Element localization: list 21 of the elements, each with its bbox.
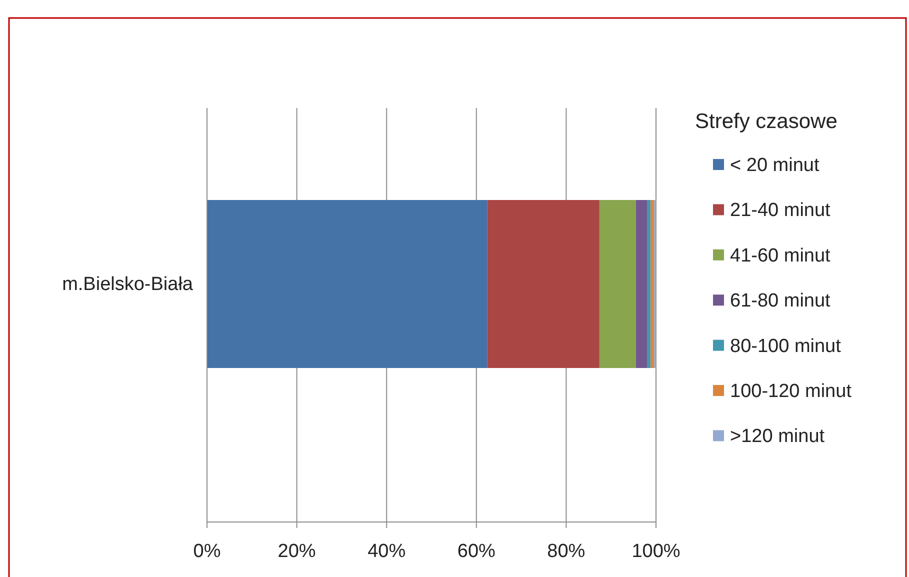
x-tick-label: 40% <box>368 541 406 562</box>
legend-label: >120 minut <box>730 426 826 448</box>
bar <box>487 200 600 368</box>
bar <box>599 200 636 368</box>
legend-label: 80-100 minut <box>730 336 842 357</box>
y-tick-label: m.Bielsko-Biała <box>62 274 194 295</box>
legend-label: 61-80 minut <box>730 290 832 312</box>
legend-label: 100-120 minut <box>730 381 852 402</box>
legend-label: 41-60 minut <box>730 245 832 266</box>
x-tick-label: 0% <box>193 541 221 562</box>
x-tick-label: 80% <box>547 541 586 562</box>
bar <box>636 200 648 368</box>
legend-title: Strefy czasowe <box>695 110 838 133</box>
bar <box>647 200 651 368</box>
legend-label: < 20 minut <box>730 155 820 176</box>
x-tick-label: 20% <box>278 541 316 562</box>
x-tick-label: 60% <box>457 541 496 562</box>
bar <box>650 200 654 368</box>
x-tick-label: 100% <box>632 541 680 562</box>
legend-label: 21-40 minut <box>730 200 832 222</box>
bar <box>207 200 488 368</box>
